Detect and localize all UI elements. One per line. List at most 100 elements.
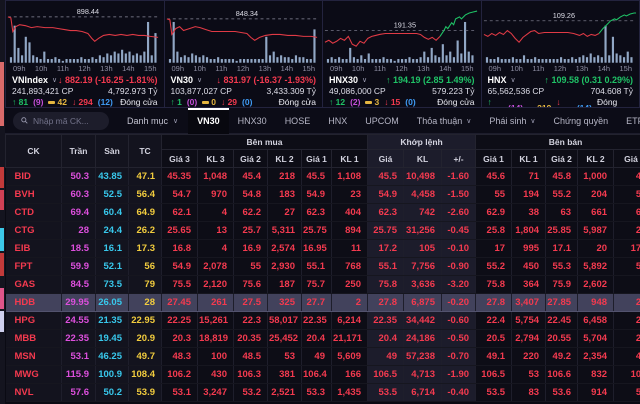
chevron-down-icon[interactable]: ∨ [510,77,516,84]
stock-symbol: FPT [5,257,62,276]
index-name[interactable]: HNX30 ∨ [329,75,367,86]
table-row-hdb[interactable]: HDB 29.95 26.05 28 27.45 261 27.5 325 27.7 2 27.8 6… [5,293,640,312]
buy-volume-cell: 2,574 [267,239,302,258]
index-name[interactable]: VNIndex ∨ [12,75,57,86]
chevron-down-icon[interactable]: ∨ [362,77,368,84]
board-tabs: VN30 HNX30 HOSE HNX UPCOM Thỏa thuận ∨ Phái sin… [188,107,640,134]
match-volume-cell: 742 [403,203,442,222]
floor-price-cell: 26.05 [95,293,129,312]
chevron-down-icon: ∨ [466,117,472,125]
buy-price-cell: 106.4 [301,365,332,384]
floor-price-cell: 43.85 [95,167,129,186]
window-edge-sliver [0,62,4,126]
index-name[interactable]: HNX ∨ [488,75,516,86]
sell-column-header: Giá 1 [475,149,513,168]
sell-price-cell: 7 [613,275,640,294]
sell-price-cell: 45. [613,167,640,186]
table-row-gas[interactable]: GAS 84.5 73.5 79 75.5 2,120 75.6 187 75.7 250 75.8… [5,275,640,294]
sell-price-cell: 22. [613,311,640,330]
tab-phái-sinh[interactable]: Phái sinh ∨ [480,108,544,134]
total-value: 4,792.973 Tỷ [108,86,158,96]
buy-price-cell: 75.7 [301,275,332,294]
sell-volume-cell: 5,892 [577,257,615,276]
buy-price-cell: 27.45 [161,293,198,312]
buy-price-cell: 20.35 [233,329,268,348]
table-body: BID 50.3 43.85 47.1 45.35 1,048 45.4 218 45.5 1,1… [5,167,640,402]
match-volume-cell: 3,636 [403,275,442,294]
buy-price-cell: 45.5 [301,167,332,186]
table-row-mwg[interactable]: MWG 115.9 100.9 108.4 106.2 430 106.3 381 106.4 1… [5,365,640,384]
sell-volume-cell: 20 [577,239,615,258]
buy-volume-cell: 5,311 [267,221,302,240]
table-row-ctg[interactable]: CTG 28 24.4 26.2 25.65 13 25.7 5,311 25.75 894 25.… [5,221,640,240]
table-row-fpt[interactable]: FPT 59.9 52.1 56 54.9 2,078 55 2,930 55.1 768 55.1… [5,257,640,276]
table-row-hpg[interactable]: HPG 24.55 21.35 22.95 22.25 15,261 22.3 58,017 2… [5,311,640,330]
sell-volume-cell: 71 [511,167,547,186]
buy-column-header: Giá 3 [161,149,198,168]
floor-price-cell: 52.5 [95,185,129,204]
total-shares: 103,877,027 CP [170,86,232,96]
sell-volume-cell: 832 [577,365,615,384]
change-cell: -0.90 [441,257,477,276]
time-tick-label: 15h [143,64,157,73]
sell-volume-cell: 3,407 [511,293,547,312]
table-row-bid[interactable]: BID 50.3 43.85 47.1 45.35 1,048 45.4 218 45.5 1,1… [5,167,640,186]
advancers-count: ↑ 60 [487,97,492,107]
buy-volume-cell: 166 [331,365,368,384]
search-input[interactable] [13,111,109,130]
time-axis: 09h 10h 11h 12h 13h 14h 15h [165,64,323,73]
sell-volume-cell: 1,000 [577,167,615,186]
index-summary-row: VN30 ∨ ↓ 831.97 (-16.37 -1.93%) [165,73,323,86]
change-cell: -3.20 [441,275,477,294]
sell-volume-cell: 220 [511,347,547,366]
ceiling-price-cell: 69.4 [61,203,96,222]
buy-volume-cell: 21,171 [331,329,368,348]
tab-hnx[interactable]: HNX [319,108,356,134]
match-price-cell: 17.2 [367,239,404,258]
tab-label: UPCOM [365,115,399,126]
buy-price-cell: 54.7 [161,185,198,204]
tab-label: Phái sinh [489,115,527,126]
tab-etf[interactable]: ETF∨ [617,108,640,134]
breadth-row: ↑ 12 (2) 3 ↓ 15 (0) Đóng cửa [323,97,481,107]
table-row-bvh[interactable]: BVH 60.3 52.5 56.4 54.7 970 54.8 183 54.9 23 54.9 4… [5,185,640,204]
change-cell: -0.70 [441,347,477,366]
tab-label: Thỏa thuận [416,115,463,126]
buy-volume-cell: 404 [331,203,368,222]
buy-price-cell: 106.2 [161,365,198,384]
tab-thỏa-thuận[interactable]: Thỏa thuận ∨ [408,108,481,134]
ticker-search-field[interactable] [33,115,101,126]
buy-price-cell: 54.9 [161,257,198,276]
chevron-down-icon: ∨ [173,117,179,125]
advancers-count: ↑ 81 [12,97,29,107]
tab-hnx30[interactable]: HNX30 [229,108,276,134]
index-name[interactable]: VN30 ∨ [171,75,203,86]
table-row-ctd[interactable]: CTD 69.4 60.4 64.9 62.1 4 62.2 27 62.3 404 62.3 742… [5,203,640,222]
buy-volume-cell: 768 [331,257,368,276]
unchanged-number: 42 [57,97,67,107]
chevron-down-icon[interactable]: ∨ [197,77,203,84]
match-volume-cell: 7,756 [403,257,442,276]
category-dropdown[interactable]: Danh mục ∨ [127,116,178,126]
tab-chứng-quyền[interactable]: Chứng quyền [545,108,618,134]
tab-hose[interactable]: HOSE [276,108,320,134]
index-volume-row: 103,877,027 CP 3,433.309 Tỷ [165,86,323,97]
floor-count: (0) [405,97,416,107]
chevron-down-icon[interactable]: ∨ [52,77,58,84]
tab-upcom[interactable]: UPCOM [356,108,408,134]
sell-price-cell: 63. [613,203,640,222]
reference-price-cell: 53.9 [128,383,162,402]
tab-vn30[interactable]: VN30 [188,107,229,134]
sell-price-cell: 22.4 [475,311,513,330]
buy-volume-cell: 970 [197,185,234,204]
reference-price-cell: 47.1 [128,167,162,186]
table-row-msn[interactable]: MSN 53.1 46.25 49.7 48.3 100 48.5 53 49 5,609 49 57… [5,347,640,366]
sell-volume-cell: 194 [511,185,547,204]
index-intraday-chart: 109.26 [483,11,636,63]
table-row-mbb[interactable]: MBB 22.35 19.45 20.9 20.3 18,819 20.35 25,452 20… [5,329,640,348]
reference-price-cell: 56 [128,257,162,276]
table-row-eib[interactable]: EIB 18.5 16.1 17.3 16.8 4 16.9 2,574 16.95 11 17.2… [5,239,640,258]
sell-volume-cell: 2,794 [511,329,547,348]
table-row-nvl[interactable]: NVL 57.6 50.2 53.9 53.1 3,247 53.2 2,521 53.3 1,4… [5,383,640,402]
buy-price-cell: 16.95 [301,239,332,258]
